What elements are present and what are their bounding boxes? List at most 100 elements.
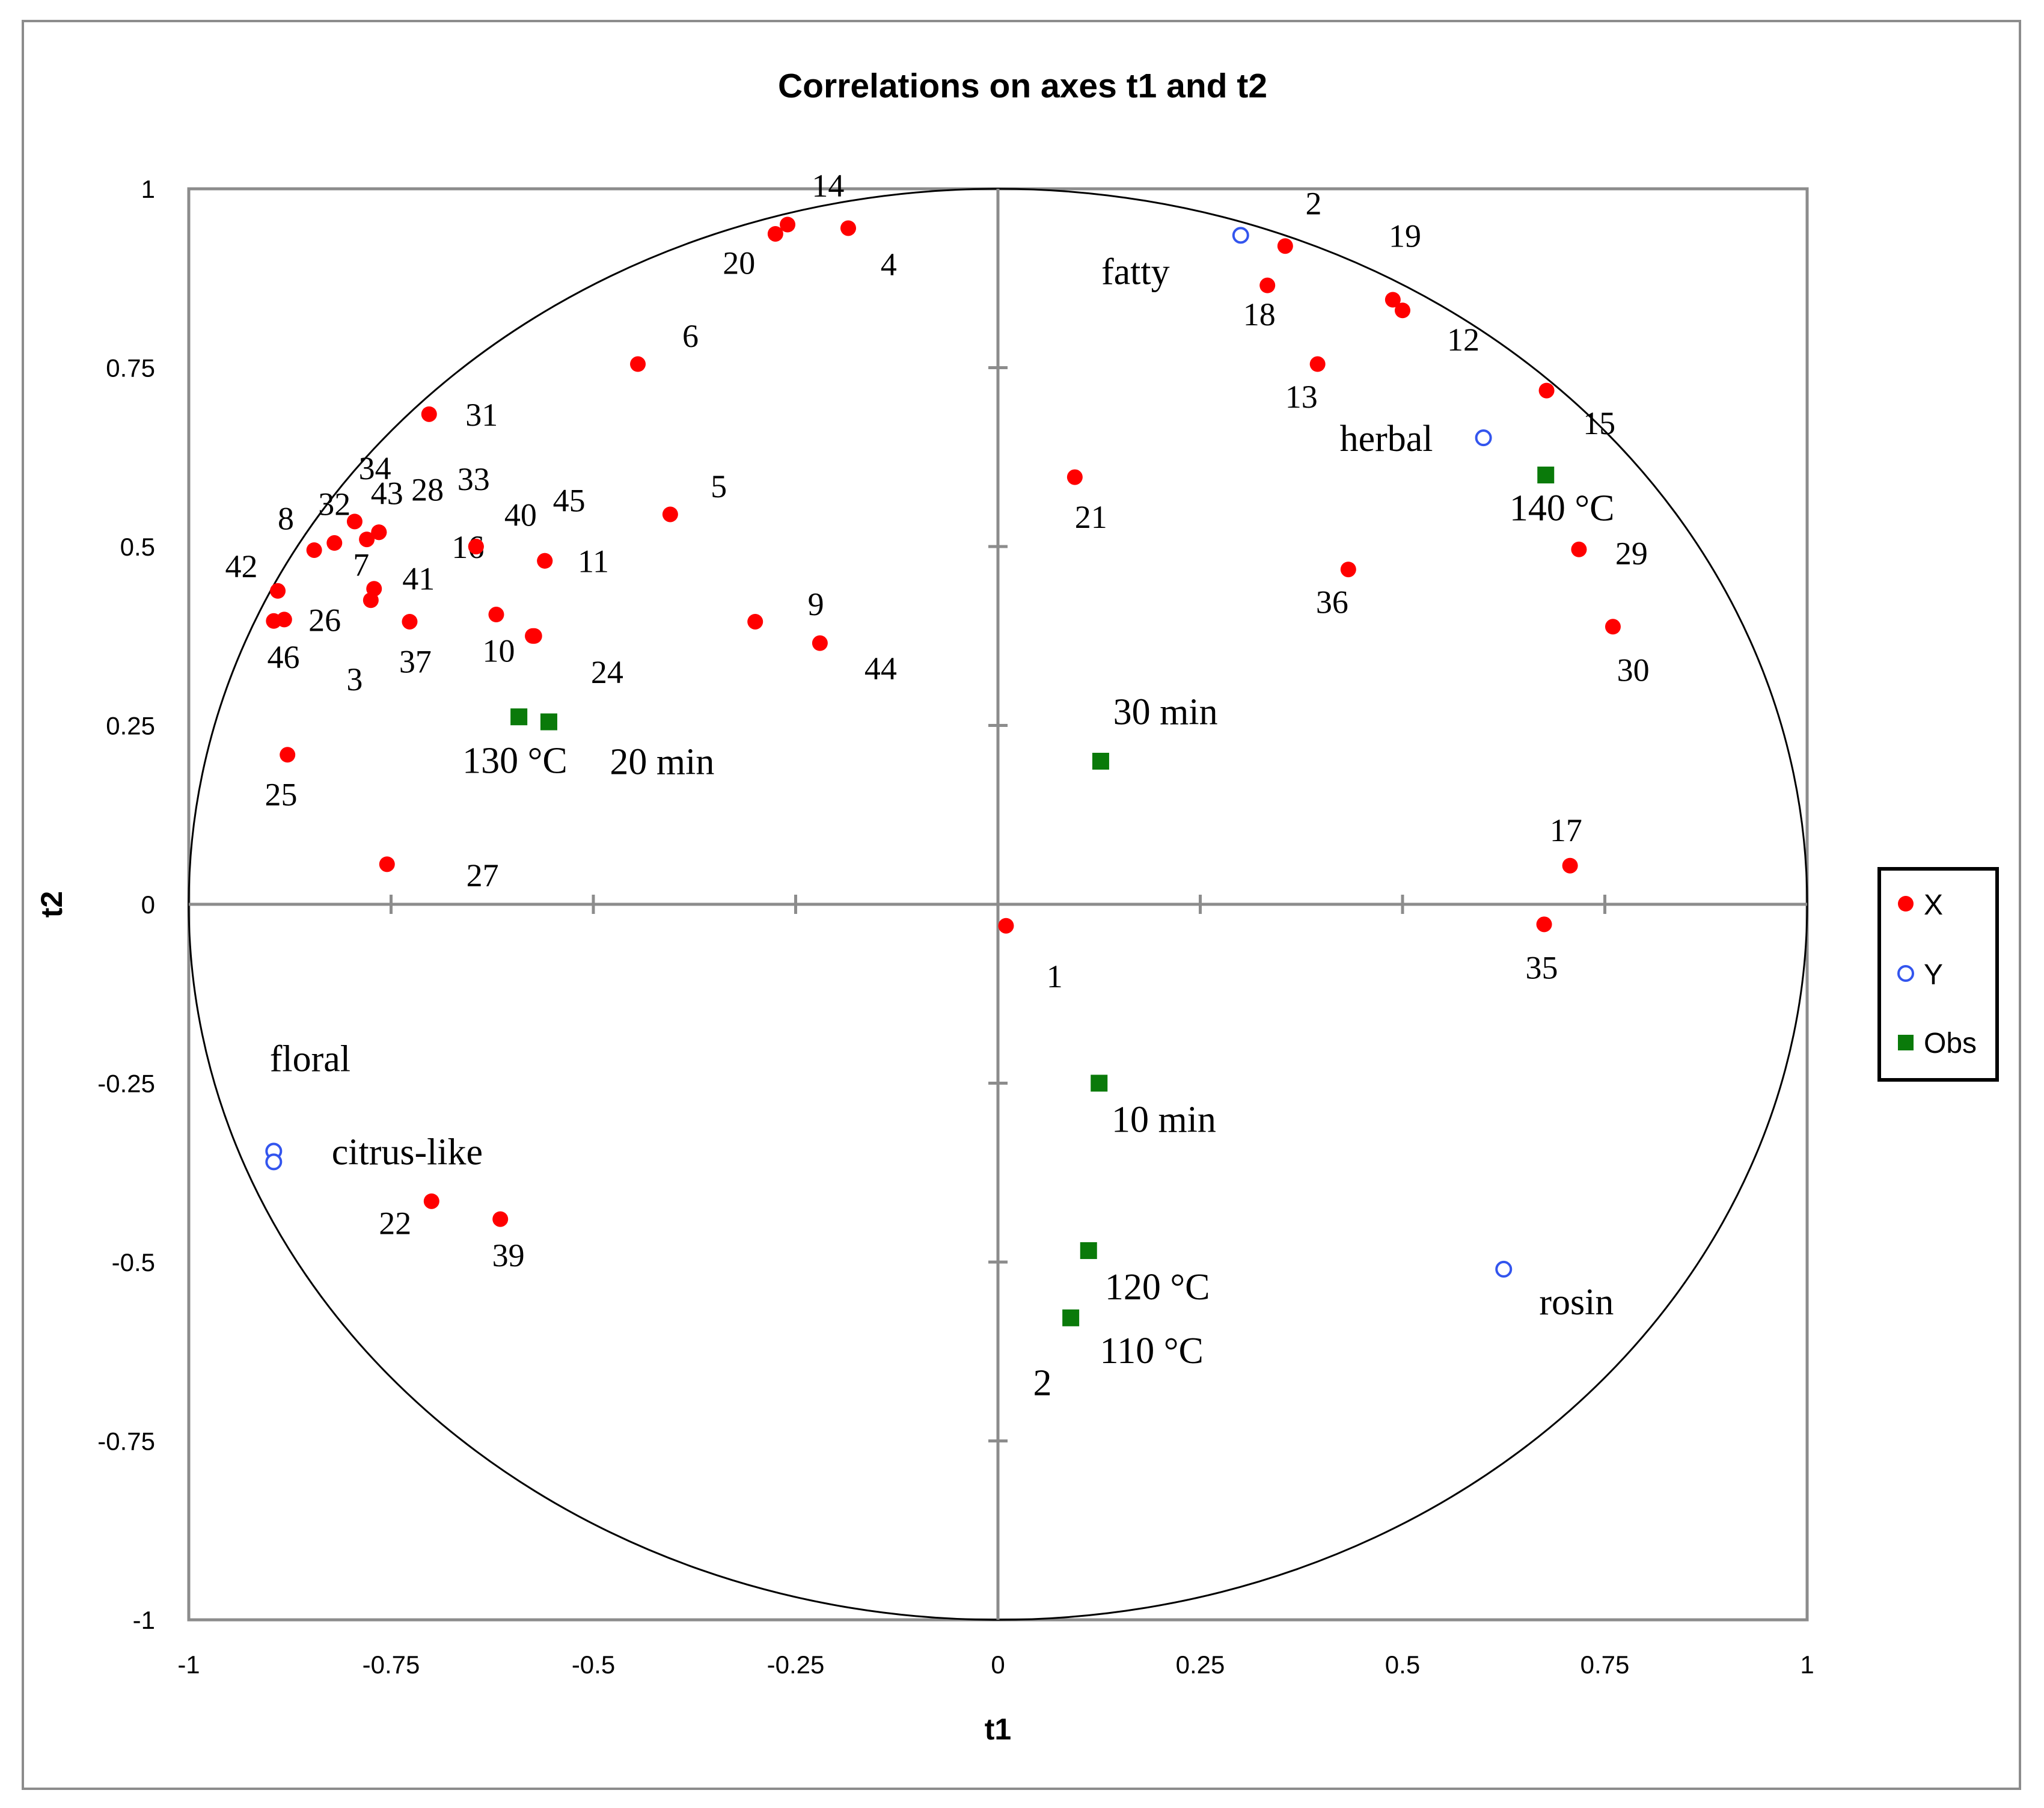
x-point-label: 40 <box>504 497 537 533</box>
x-point-marker <box>1538 382 1555 399</box>
obs-point-marker <box>1080 1242 1097 1259</box>
x-tick-label: -1 <box>177 1650 200 1679</box>
obs-point-label: 120 °C <box>1105 1267 1210 1308</box>
x-point-marker <box>379 856 395 872</box>
x-point-label: 46 <box>267 639 299 675</box>
obs-point-marker <box>1092 753 1109 770</box>
x-point-label: 10 <box>483 633 515 669</box>
obs-point-label: 130 °C <box>462 740 568 781</box>
x-point-marker <box>492 1211 509 1227</box>
y-tick-label: 1 <box>141 175 155 203</box>
x-point-label: 28 <box>411 472 444 508</box>
x-point-marker <box>402 613 418 630</box>
y-point-label: floral <box>270 1039 350 1080</box>
x-point-label: 6 <box>682 318 699 354</box>
x-point-marker <box>1605 619 1621 635</box>
y-point-label: fatty <box>1101 252 1170 293</box>
x-point-label: 9 <box>808 586 824 622</box>
x-point-label: 45 <box>553 483 586 519</box>
x-point-label: 8 <box>278 500 294 536</box>
x-point-marker <box>1309 356 1326 372</box>
obs-point-marker <box>1062 1309 1080 1326</box>
x-point-marker <box>346 513 363 530</box>
x-point-label: 43 <box>371 476 403 512</box>
x-point-marker <box>366 581 382 597</box>
x-point-marker <box>1562 857 1578 874</box>
axis-layer: -1 -0.75 -0.5 -0.25 0 0.25 0.5 0.75 1 -1 -0.75 -0.5… <box>97 175 1814 1679</box>
x-point-label: 2 <box>1305 186 1321 222</box>
x-point-marker <box>525 628 541 644</box>
x-point-label: 14 <box>812 168 844 204</box>
x-point-marker <box>1340 562 1356 578</box>
y-tick-label: 0.5 <box>120 533 155 561</box>
x-point-label: 17 <box>1550 812 1582 848</box>
x-tick-label: 0.25 <box>1176 1650 1225 1679</box>
obs-point-marker <box>510 708 528 726</box>
x-point-marker <box>359 532 375 548</box>
x-tick-label: -0.5 <box>572 1650 615 1679</box>
x-point-label: 33 <box>457 461 490 497</box>
x-point-label: 21 <box>1075 499 1107 535</box>
x-point-marker <box>1277 238 1293 254</box>
obs-point-label: 140 °C <box>1510 488 1615 529</box>
x-tick-label: 0.5 <box>1385 1650 1420 1679</box>
obs-point-label: 2 <box>1033 1363 1052 1404</box>
x-point-label: 12 <box>1447 322 1479 358</box>
x-tick-label: 0 <box>991 1650 1005 1679</box>
x-point-label: 31 <box>465 397 498 433</box>
x-point-label: 11 <box>578 544 609 580</box>
legend-x-label: X <box>1924 889 1943 921</box>
y-point-marker <box>1475 429 1492 447</box>
x-point-marker <box>662 506 678 522</box>
x-point-label: 13 <box>1285 379 1318 415</box>
x-point-marker <box>1571 541 1587 557</box>
x-tick-label: 0.75 <box>1580 1650 1630 1679</box>
y-point-label: herbal <box>1340 418 1433 459</box>
x-point-marker <box>812 635 828 651</box>
x-point-label: 5 <box>711 468 727 504</box>
x-point-marker <box>780 216 796 233</box>
x-point-marker <box>630 356 646 372</box>
x-point-label: 3 <box>346 661 363 697</box>
obs-point-label: 20 min <box>610 742 714 783</box>
x-point-label: 19 <box>1389 218 1421 254</box>
x-point-marker <box>1385 292 1401 308</box>
x-point-marker <box>537 553 553 569</box>
y-tick-label: 0 <box>141 890 155 919</box>
x-point-label: 24 <box>591 654 623 690</box>
obs-point-marker <box>540 713 557 731</box>
x-point-label: 29 <box>1615 536 1648 572</box>
x-point-label: 32 <box>318 486 350 522</box>
x-point-marker <box>747 613 763 630</box>
x-point-label: 1 <box>1047 958 1063 994</box>
y-tick-label: -0.25 <box>97 1070 155 1098</box>
x-point-label: 27 <box>467 857 499 893</box>
obs-point-marker <box>1537 467 1555 483</box>
y-point-marker <box>1232 227 1249 244</box>
y-axis-title: t2 <box>35 891 69 918</box>
x-point-label: 39 <box>492 1237 525 1273</box>
x-point-label: 44 <box>864 651 897 687</box>
obs-point-label: 30 min <box>1113 691 1218 732</box>
y-tick-label: -0.5 <box>112 1248 155 1276</box>
legend-y-marker <box>1897 965 1914 982</box>
x-point-label: 30 <box>1617 652 1650 688</box>
x-point-marker <box>270 583 286 599</box>
x-tick-label: -0.25 <box>767 1650 825 1679</box>
obs-point-marker <box>1091 1074 1108 1092</box>
x-point-marker <box>371 524 387 541</box>
x-point-marker <box>1536 916 1552 933</box>
y-point-label: rosin <box>1539 1282 1614 1323</box>
legend: X Y Obs <box>1877 867 1999 1082</box>
x-point-marker <box>840 220 856 236</box>
y-point-label: citrus-like <box>332 1132 483 1172</box>
x-point-marker <box>767 225 783 242</box>
data-layer: 1234567891011121314151617181920212224252… <box>225 168 1649 1404</box>
x-point-marker <box>1395 302 1410 319</box>
x-tick-label: 1 <box>1800 1650 1814 1679</box>
obs-point-label: 110 °C <box>1100 1331 1204 1371</box>
x-point-marker <box>468 539 484 554</box>
x-point-marker <box>423 1193 439 1209</box>
x-point-label: 15 <box>1583 405 1615 441</box>
